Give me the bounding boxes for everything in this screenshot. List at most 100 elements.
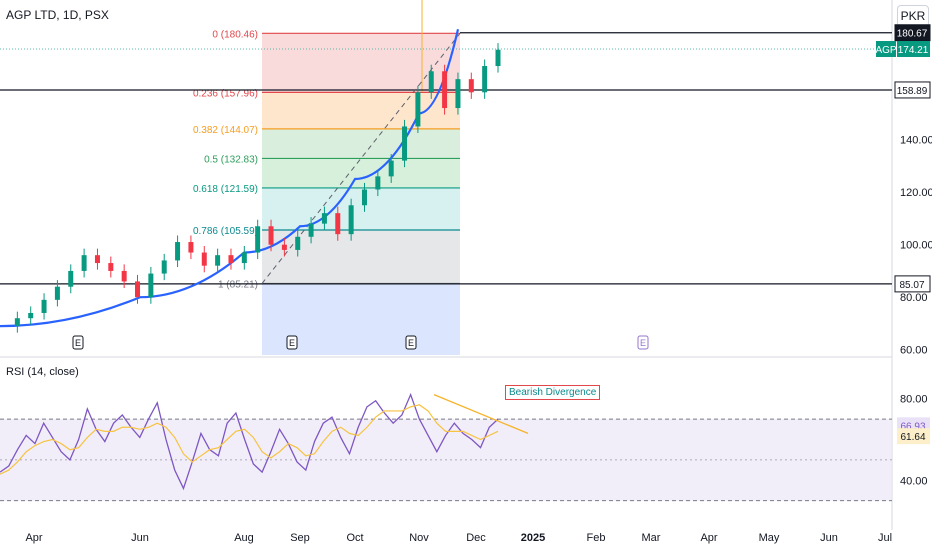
time-axis-tick: Feb bbox=[587, 532, 606, 544]
rsi-ma-value-tag bbox=[897, 428, 930, 445]
price-level-tag bbox=[894, 275, 931, 293]
candle-body[interactable] bbox=[201, 252, 207, 266]
candle-body[interactable] bbox=[375, 176, 381, 190]
price-axis-tick: 80.00 bbox=[900, 292, 928, 304]
candle-body[interactable] bbox=[335, 213, 341, 235]
chart-title: AGP LTD, 1D, PSX bbox=[6, 8, 109, 22]
candle-body[interactable] bbox=[148, 273, 154, 298]
last-price-symbol-tag bbox=[876, 41, 896, 57]
time-axis-tick: Nov bbox=[409, 532, 429, 544]
price-axis-tick: 140.00 bbox=[900, 135, 932, 147]
fib-level-label: 0 (180.46) bbox=[212, 29, 258, 40]
rsi-ma-line[interactable] bbox=[0, 404, 499, 475]
candle-body[interactable] bbox=[428, 71, 434, 93]
candle-body[interactable] bbox=[255, 226, 261, 253]
candle-body[interactable] bbox=[54, 286, 60, 300]
price-level-tag-text: 180.67 bbox=[897, 29, 928, 40]
earnings-marker[interactable] bbox=[637, 335, 649, 350]
candle-body[interactable] bbox=[295, 236, 301, 250]
fib-zone bbox=[262, 158, 460, 188]
candle-body[interactable] bbox=[94, 255, 100, 264]
earnings-marker[interactable] bbox=[72, 335, 84, 350]
time-axis-tick: Apr bbox=[25, 532, 42, 544]
last-price-value: 174.21 bbox=[898, 45, 929, 56]
earnings-marker[interactable] bbox=[405, 335, 417, 350]
earnings-marker-label: E bbox=[75, 338, 81, 348]
rsi-axis-tick: 40.00 bbox=[900, 475, 928, 487]
time-axis-tick: Apr bbox=[700, 532, 717, 544]
candle-body[interactable] bbox=[241, 252, 247, 264]
time-axis-tick: Sep bbox=[290, 532, 310, 544]
rsi-ma-value-text: 61.64 bbox=[900, 432, 925, 443]
fib-trend-line[interactable] bbox=[261, 32, 461, 284]
candle-body[interactable] bbox=[361, 189, 367, 206]
time-axis-tick: Jun bbox=[820, 532, 838, 544]
candle-body[interactable] bbox=[495, 49, 501, 67]
price-axis-tick: 60.00 bbox=[900, 345, 928, 357]
rsi-value-text: 66.93 bbox=[900, 421, 925, 432]
price-level-tag-text: 85.07 bbox=[899, 280, 924, 291]
fib-level-label: 0.618 (121.59) bbox=[193, 184, 258, 195]
earnings-marker-label: E bbox=[408, 338, 414, 348]
candle-body[interactable] bbox=[68, 270, 74, 287]
candle-body[interactable] bbox=[308, 223, 314, 237]
divergence-line[interactable] bbox=[433, 394, 529, 434]
candle-body[interactable] bbox=[228, 255, 234, 264]
fib-level-label: 1 (85.21) bbox=[218, 280, 258, 291]
candle-body[interactable] bbox=[108, 263, 114, 271]
time-axis-tick: Oct bbox=[346, 532, 363, 544]
price-level-tag bbox=[894, 81, 931, 99]
candle-body[interactable] bbox=[28, 312, 34, 319]
candle-body[interactable] bbox=[348, 205, 354, 235]
price-level-tag bbox=[894, 24, 931, 42]
candle-body[interactable] bbox=[14, 318, 20, 327]
fib-zone bbox=[262, 92, 460, 129]
last-price-symbol-text: AGP bbox=[875, 45, 896, 56]
rsi-axis-tick: 80.00 bbox=[900, 394, 928, 406]
currency-button[interactable]: PKR bbox=[897, 5, 929, 27]
fib-zone bbox=[262, 187, 460, 230]
candle-body[interactable] bbox=[482, 66, 488, 93]
fib-zone bbox=[262, 229, 460, 284]
candle-body[interactable] bbox=[215, 255, 221, 266]
fib-level-label: 0.5 (132.83) bbox=[204, 154, 258, 165]
price-axis-tick: 120.00 bbox=[900, 187, 932, 199]
candle-body[interactable] bbox=[175, 242, 181, 261]
time-axis-tick: Dec bbox=[466, 532, 486, 544]
fib-level-label: 0.382 (144.07) bbox=[193, 125, 258, 136]
time-axis-tick: Aug bbox=[234, 532, 254, 544]
price-axis-tick: 100.00 bbox=[900, 240, 932, 252]
candle-body[interactable] bbox=[402, 126, 408, 161]
candle-body[interactable] bbox=[388, 160, 394, 177]
fib-zone bbox=[262, 33, 460, 93]
rsi-title: RSI (14, close) bbox=[6, 366, 79, 378]
candle-body[interactable] bbox=[281, 244, 287, 250]
candle-body[interactable] bbox=[161, 260, 167, 274]
candle-body[interactable] bbox=[415, 92, 421, 127]
fib-level-label: 0.786 (105.59) bbox=[193, 226, 258, 237]
candle-body[interactable] bbox=[188, 242, 194, 253]
candle-body[interactable] bbox=[41, 299, 47, 313]
time-axis-tick: Jun bbox=[131, 532, 149, 544]
candle-body[interactable] bbox=[268, 226, 274, 245]
earnings-marker[interactable] bbox=[286, 335, 298, 350]
time-axis-tick: 2025 bbox=[521, 532, 545, 544]
fib-level-label: 0.236 (157.96) bbox=[193, 88, 258, 99]
last-price-tag bbox=[897, 41, 930, 57]
time-axis-tick: May bbox=[759, 532, 780, 544]
candle-body[interactable] bbox=[135, 281, 141, 298]
price-level-tag-text: 158.89 bbox=[897, 86, 928, 97]
candle-body[interactable] bbox=[321, 213, 327, 224]
candle-body[interactable] bbox=[442, 71, 448, 109]
candle-body[interactable] bbox=[468, 79, 474, 93]
candle-body[interactable] bbox=[455, 79, 461, 109]
candle-body[interactable] bbox=[81, 255, 87, 271]
time-axis-tick: Jul bbox=[878, 532, 892, 544]
fib-zone bbox=[262, 128, 460, 159]
earnings-marker-label: E bbox=[640, 338, 646, 348]
earnings-marker-label: E bbox=[289, 338, 295, 348]
time-axis-tick: Mar bbox=[642, 532, 661, 544]
candle-body[interactable] bbox=[121, 270, 127, 282]
rsi-line[interactable] bbox=[0, 392, 499, 491]
